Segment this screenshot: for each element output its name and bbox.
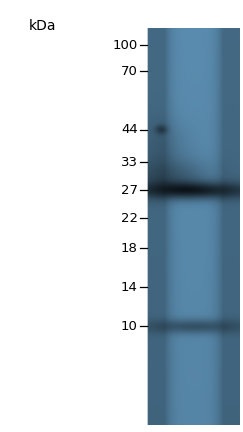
Text: 18: 18 [121, 242, 138, 255]
Text: 33: 33 [121, 156, 138, 168]
Text: 27: 27 [121, 184, 138, 197]
Text: 10: 10 [121, 320, 138, 333]
Text: 70: 70 [121, 65, 138, 78]
Text: 22: 22 [121, 212, 138, 225]
Text: kDa: kDa [29, 19, 57, 33]
Text: 44: 44 [121, 123, 138, 136]
Text: 14: 14 [121, 281, 138, 294]
Text: 100: 100 [113, 39, 138, 52]
